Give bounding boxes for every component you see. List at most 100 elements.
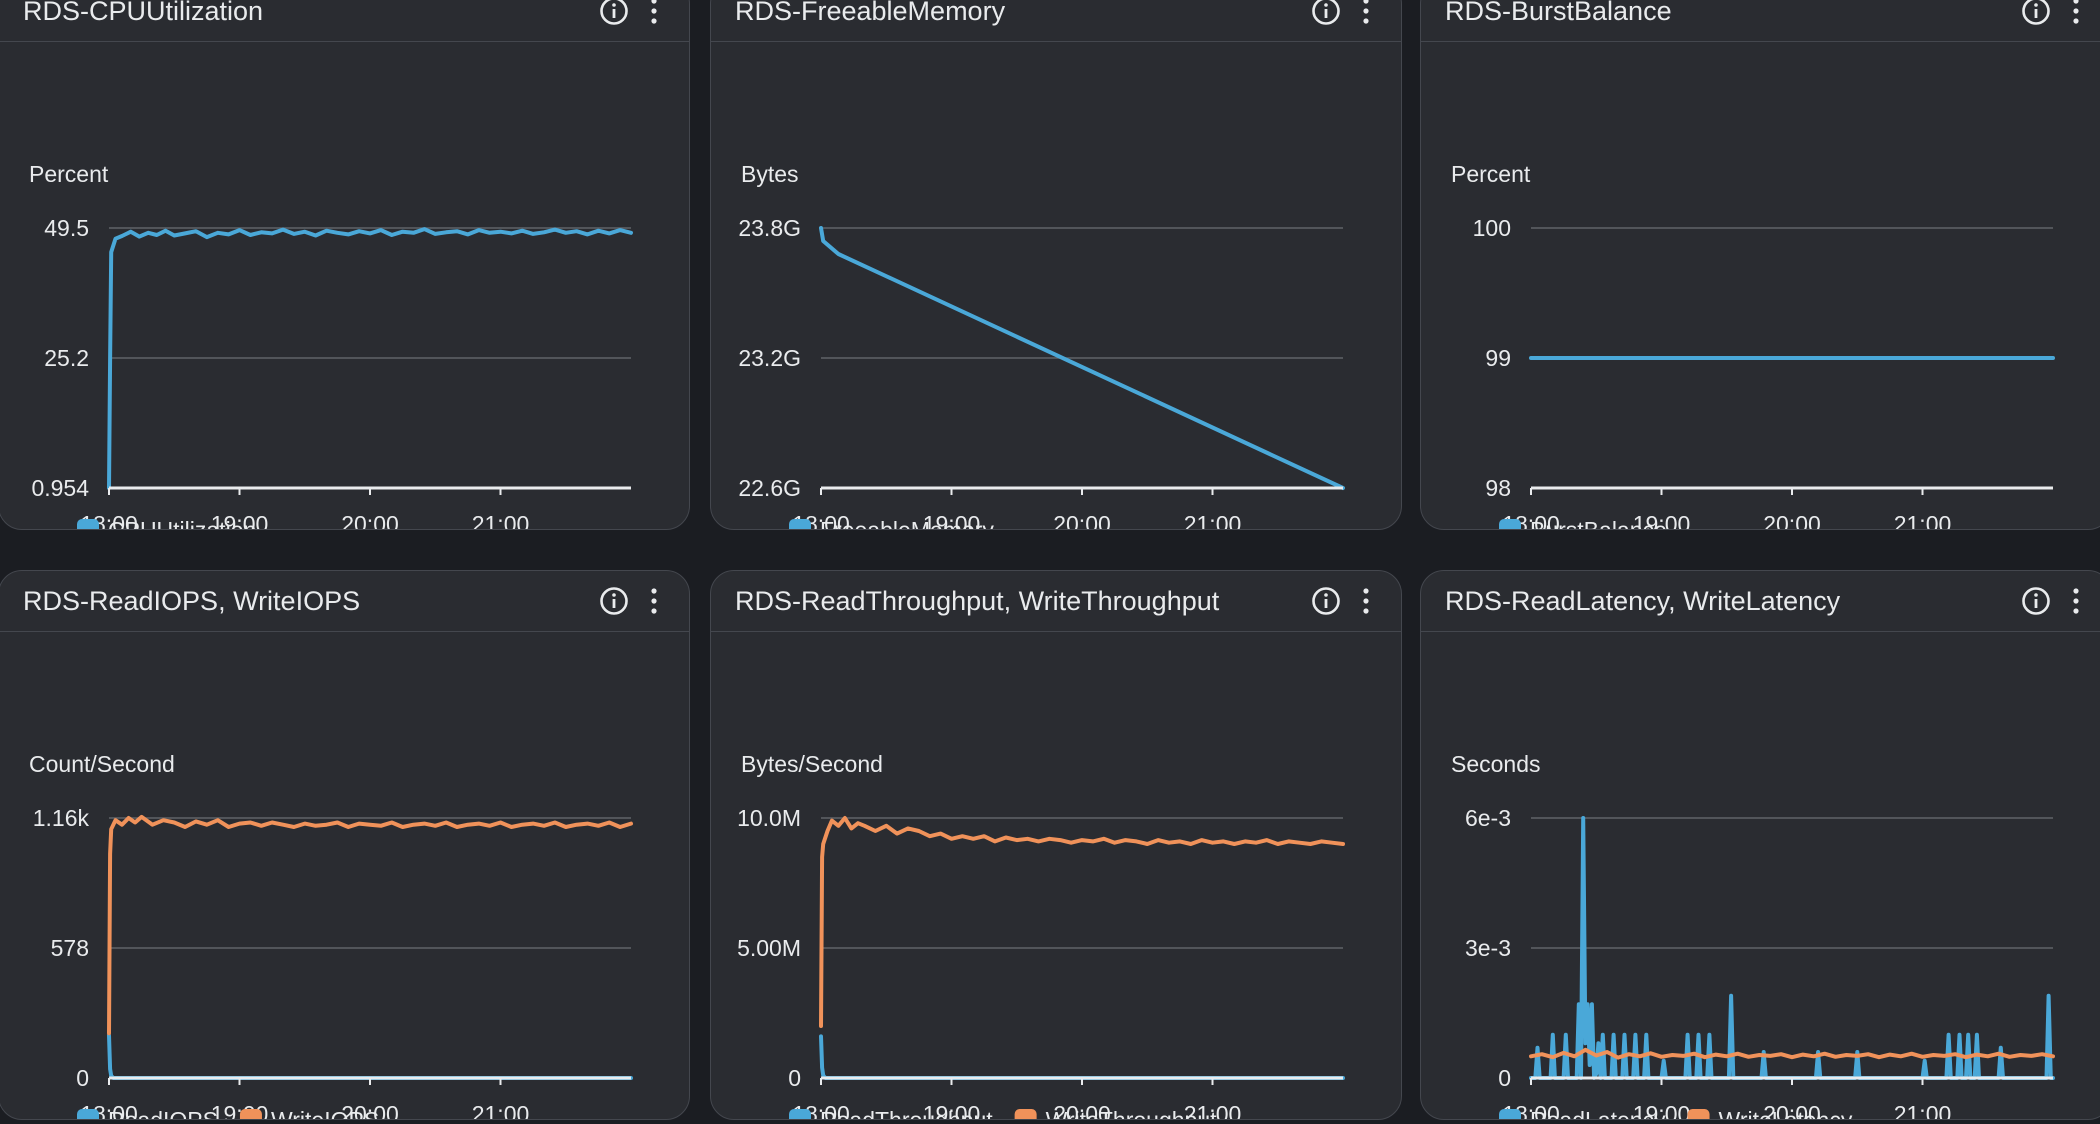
widget-freeable-memory: RDS-FreeableMemory Bytes 23.8G 23.2G 22.6G 1… [710, 0, 1402, 530]
legend-label: FreeableMemory [820, 517, 994, 530]
series-line-ReadThroughput [819, 1034, 1345, 1080]
legend-label: BurstBalance [1530, 517, 1667, 530]
y-axis-label: Count/Second [29, 751, 175, 777]
more-options-icon[interactable] [2061, 0, 2091, 26]
legend-swatch [789, 519, 811, 529]
x-tick-label: 21:00 [1184, 1101, 1242, 1120]
y-tick-label: 23.8G [738, 215, 801, 241]
info-icon[interactable] [2021, 0, 2051, 26]
legend-label: ReadThroughput [820, 1107, 993, 1120]
legend-swatch [77, 1109, 99, 1119]
widget-burst-balance: RDS-BurstBalance Percent 100 99 98 18:00 19:0… [1420, 0, 2100, 530]
y-axis-label: Bytes [741, 161, 799, 187]
legend-swatch [1687, 1109, 1710, 1119]
legend-swatch [1499, 519, 1521, 529]
x-tick-label: 20:00 [341, 1101, 399, 1120]
legend-swatch [1014, 1109, 1037, 1119]
y-axis-label: Bytes/Second [741, 751, 883, 777]
series-line-FreeableMemory [819, 226, 1345, 490]
series-line-CPUUtilization [107, 227, 633, 490]
widget-title: RDS-FreeableMemory [735, 0, 1006, 26]
more-options-icon[interactable] [639, 0, 669, 26]
x-tick-label: 19:00 [923, 511, 981, 530]
widget-header: RDS-ReadLatency, WriteLatency [1421, 571, 2100, 632]
widget-title: RDS-CPUUtilization [23, 0, 264, 26]
legend-swatch [789, 1109, 811, 1119]
legend-label: CPUUtilization [108, 517, 256, 530]
x-tick-label: 21:00 [472, 511, 530, 530]
y-tick-label: 0 [76, 1065, 89, 1091]
legend-swatch [77, 519, 99, 529]
y-tick-label: 10.0M [737, 805, 801, 831]
widget-header: RDS-BurstBalance [1421, 0, 2100, 42]
more-options-icon[interactable] [639, 586, 669, 616]
widget-header: RDS-CPUUtilization [0, 0, 689, 42]
y-tick-label: 100 [1473, 215, 1511, 241]
x-tick-label: 21:00 [1184, 511, 1242, 530]
legend-swatch [1499, 1109, 1521, 1119]
y-tick-label: 3e-3 [1465, 935, 1511, 961]
info-icon[interactable] [1311, 586, 1341, 616]
legend-label: WriteThroughput [1046, 1107, 1217, 1120]
x-tick-label: 19:00 [1633, 511, 1691, 530]
widget-header: RDS-FreeableMemory [711, 0, 1401, 42]
y-axis-label: Percent [29, 161, 109, 187]
info-icon[interactable] [1311, 0, 1341, 26]
widget-title: RDS-BurstBalance [1445, 0, 1672, 26]
info-icon[interactable] [2021, 586, 2051, 616]
legend-label: ReadLatency [1530, 1107, 1666, 1120]
info-icon[interactable] [599, 586, 629, 616]
x-tick-label: 19:00 [211, 511, 269, 530]
widget-title: RDS-ReadIOPS, WriteIOPS [23, 586, 361, 616]
y-tick-label: 99 [1485, 345, 1511, 371]
x-tick-label: 21:00 [1894, 511, 1952, 530]
widget-title: RDS-ReadThroughput, WriteThroughput [735, 586, 1220, 616]
x-tick-label: 20:00 [1763, 511, 1821, 530]
widget-header: RDS-ReadThroughput, WriteThroughput [711, 571, 1401, 632]
series-line-WriteIOPS [107, 814, 633, 1036]
x-tick-label: 20:00 [1763, 1101, 1821, 1120]
y-tick-label: 5.00M [737, 935, 801, 961]
x-tick-label: 21:00 [472, 1101, 530, 1120]
y-tick-label: 0 [1498, 1065, 1511, 1091]
widget-cpu-utilization: RDS-CPUUtilization Percent 49.5 25.2 0.954 1… [0, 0, 690, 530]
y-tick-label: 0 [788, 1065, 801, 1091]
legend-label: WriteIOPS [271, 1107, 379, 1120]
series-line-WriteLatency [1529, 1047, 2055, 1060]
legend-label: WriteLatency [1719, 1107, 1853, 1120]
y-tick-label: 0.954 [31, 475, 89, 501]
info-icon[interactable] [599, 0, 629, 26]
y-tick-label: 98 [1485, 475, 1511, 501]
widget-read-write-latency: RDS-ReadLatency, WriteLatency Seconds 6e-… [1420, 570, 2100, 1120]
legend-label: ReadIOPS [108, 1107, 218, 1120]
widget-read-write-throughput: RDS-ReadThroughput, WriteThroughput Byte… [710, 570, 1402, 1120]
x-tick-label: 20:00 [1053, 1101, 1111, 1120]
x-tick-label: 20:00 [341, 511, 399, 530]
y-axis-label: Percent [1451, 161, 1531, 187]
y-tick-label: 22.6G [738, 475, 801, 501]
y-tick-label: 25.2 [44, 345, 89, 371]
x-tick-label: 21:00 [1894, 1101, 1952, 1120]
series-line-ReadIOPS [107, 1033, 633, 1080]
x-tick-label: 19:00 [923, 1101, 981, 1120]
more-options-icon[interactable] [1351, 0, 1381, 26]
more-options-icon[interactable] [2061, 586, 2091, 616]
y-tick-label: 1.16k [33, 805, 90, 831]
x-tick-label: 19:00 [1633, 1101, 1691, 1120]
y-tick-label: 23.2G [738, 345, 801, 371]
widget-header: RDS-ReadIOPS, WriteIOPS [0, 571, 689, 632]
y-axis-label: Seconds [1451, 751, 1541, 777]
y-tick-label: 578 [51, 935, 89, 961]
y-tick-label: 6e-3 [1465, 805, 1511, 831]
legend-swatch [239, 1109, 262, 1119]
more-options-icon[interactable] [1351, 586, 1381, 616]
x-tick-label: 20:00 [1053, 511, 1111, 530]
widget-title: RDS-ReadLatency, WriteLatency [1445, 586, 1841, 616]
widget-read-write-iops: RDS-ReadIOPS, WriteIOPS Count/Second 1.16… [0, 570, 690, 1120]
